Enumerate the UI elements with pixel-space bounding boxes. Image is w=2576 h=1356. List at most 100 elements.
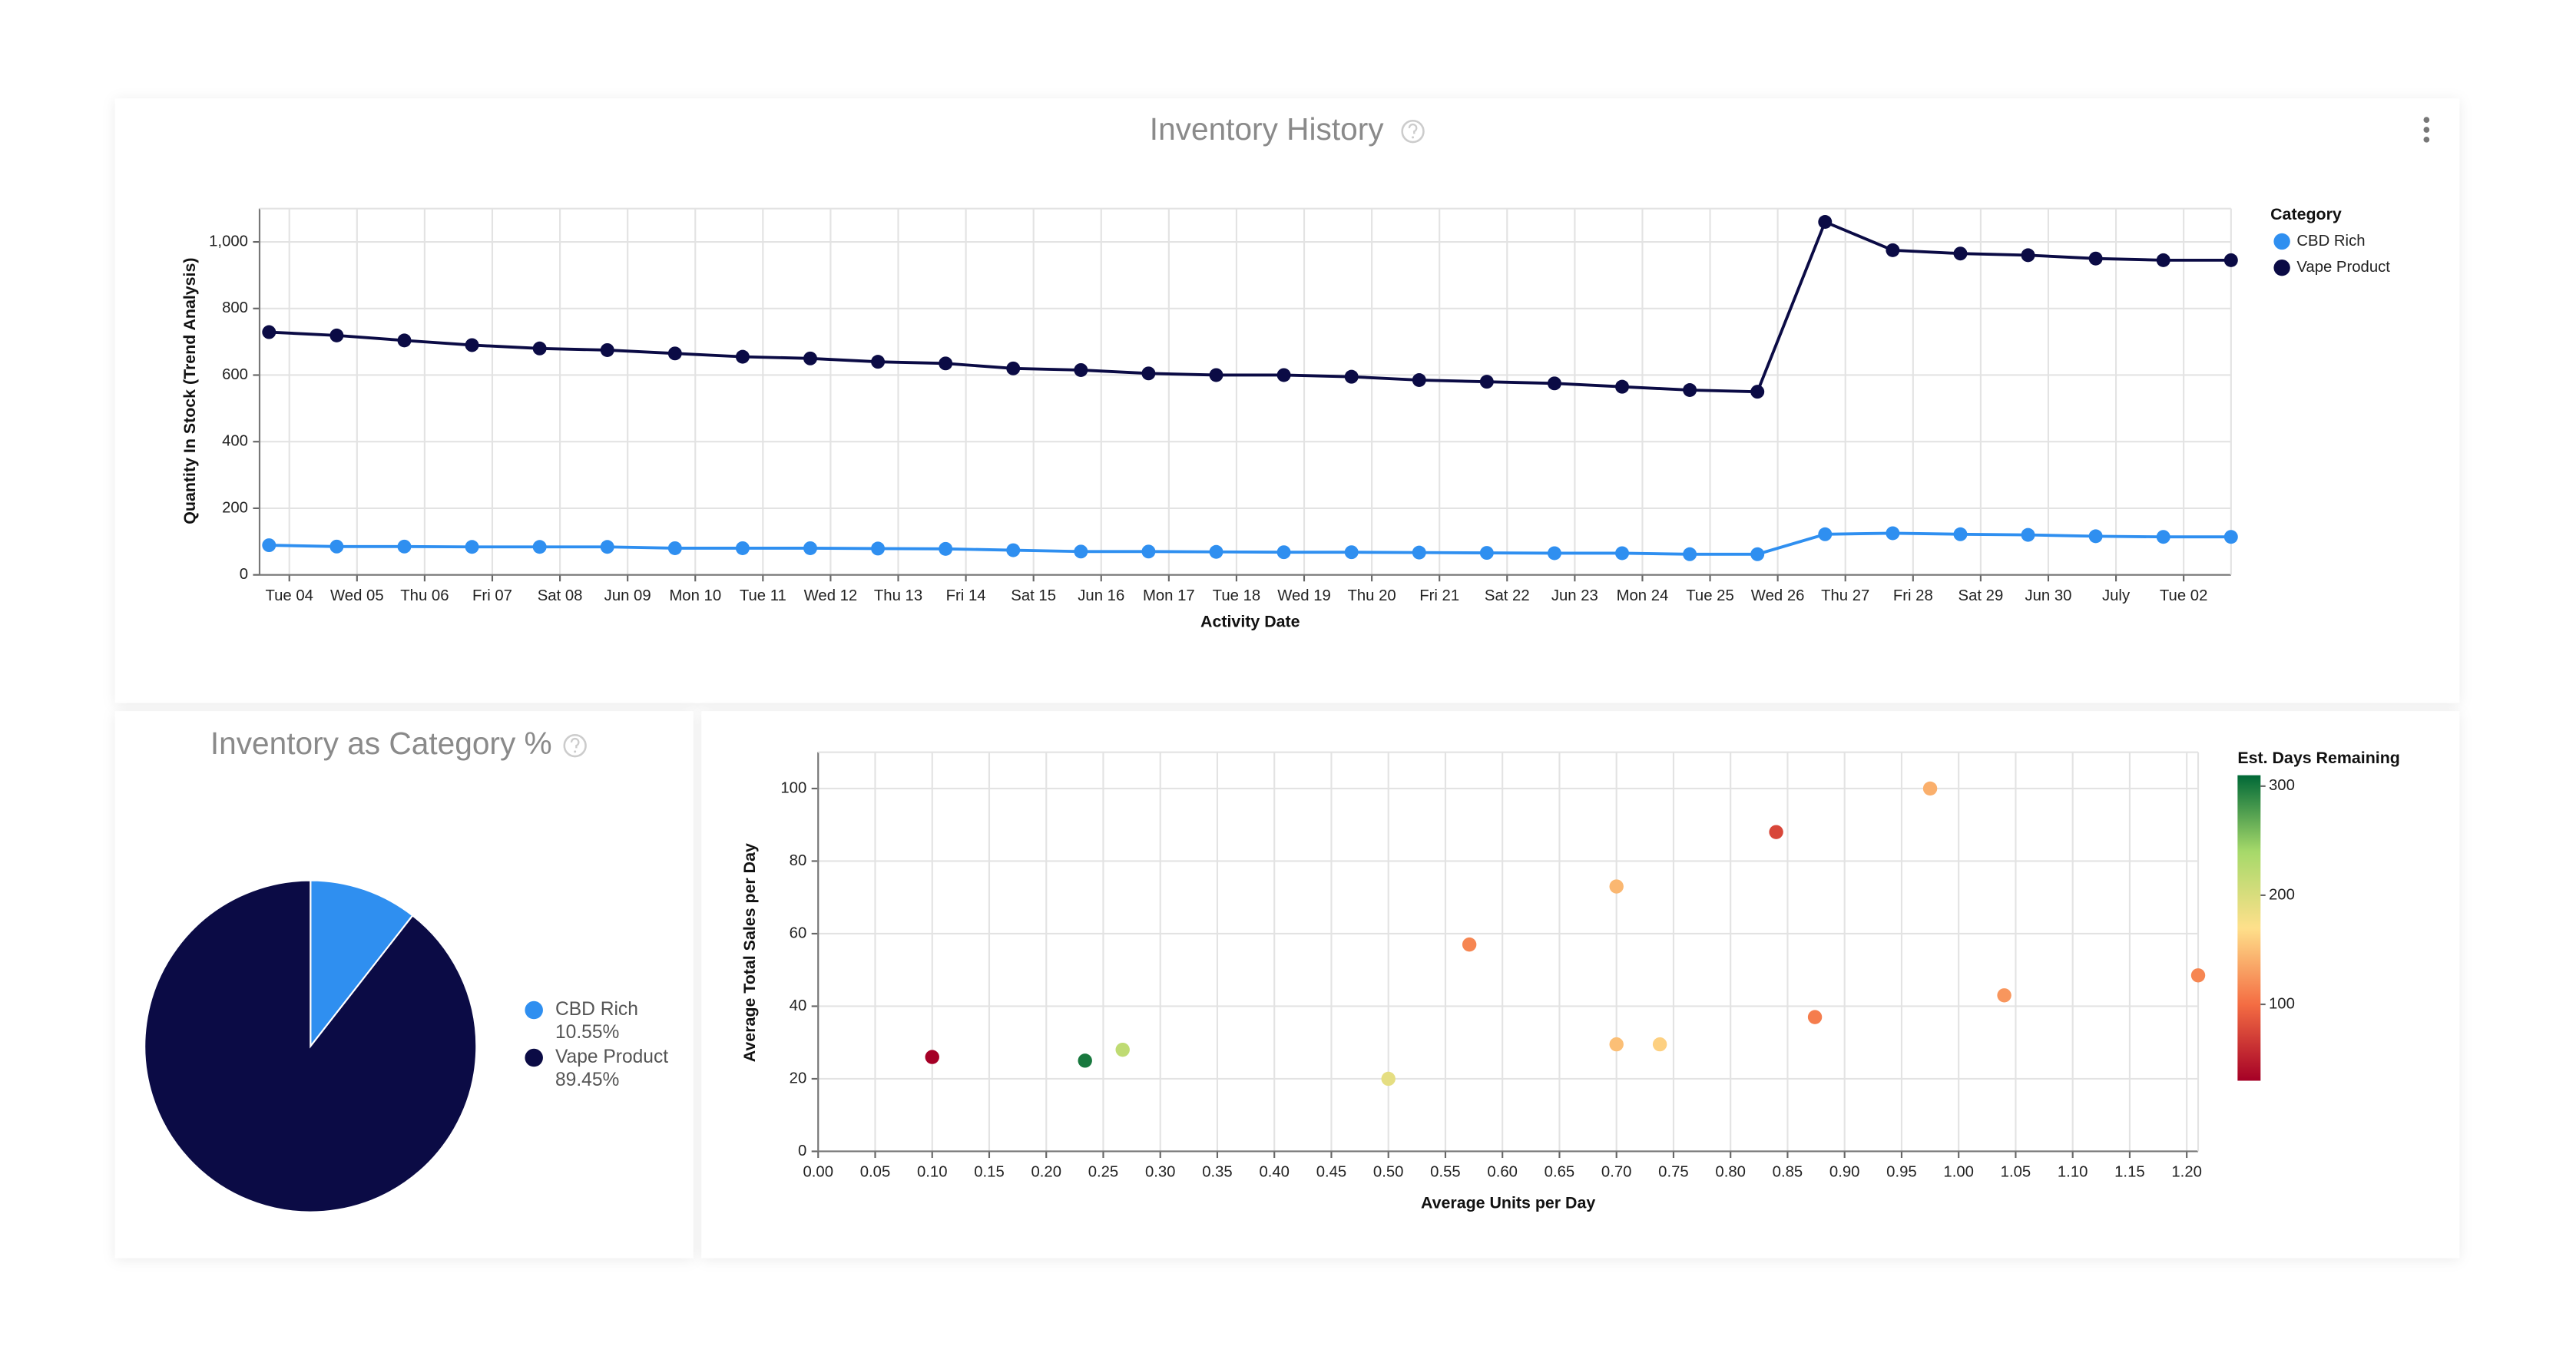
panel [114, 98, 2460, 703]
y-tick-label: 60 [790, 924, 807, 941]
data-point [1750, 547, 1765, 561]
color-legend [2237, 775, 2261, 1081]
chart-title: Inventory as Category % [210, 726, 552, 761]
data-point [1818, 527, 1833, 541]
data-point [2156, 530, 2170, 544]
data-point [2021, 528, 2035, 542]
data-point [667, 346, 682, 361]
data-point [1381, 1071, 1396, 1086]
x-tick-label: Thu 06 [400, 587, 449, 604]
data-point [2088, 529, 2103, 544]
x-axis-label: Average Units per Day [1421, 1194, 1595, 1212]
data-point [465, 338, 479, 352]
data-point [1769, 825, 1783, 839]
x-tick-label: 0.85 [1773, 1164, 1803, 1181]
legend-label: CBD Rich [555, 999, 638, 1020]
chart-title: Inventory History [1150, 111, 1384, 147]
y-tick-label: 20 [790, 1070, 807, 1086]
legend-tick-label: 300 [2269, 777, 2295, 794]
x-tick-label: 1.15 [2114, 1164, 2145, 1181]
y-tick-label: 100 [780, 779, 806, 796]
x-tick-label: 0.10 [917, 1164, 948, 1181]
data-point [1276, 545, 1291, 560]
data-point [1953, 246, 1968, 261]
x-tick-label: Mon 24 [1617, 587, 1669, 604]
x-tick-label: 0.70 [1601, 1164, 1632, 1181]
data-point [1750, 385, 1765, 399]
x-tick-label: 0.80 [1715, 1164, 1746, 1181]
data-point [1547, 546, 1561, 561]
data-point [2223, 530, 2238, 544]
data-point [2156, 253, 2170, 267]
x-tick-label: Sat 15 [1011, 587, 1056, 604]
data-point [2223, 253, 2238, 267]
data-point [1547, 376, 1561, 391]
x-tick-label: 0.95 [1886, 1164, 1917, 1181]
y-tick-label: 200 [222, 499, 248, 516]
series-line [269, 220, 2231, 394]
x-tick-label: Wed 05 [330, 587, 384, 604]
data-point [803, 541, 817, 555]
x-tick-label: Fri 14 [946, 587, 986, 604]
menu-button[interactable] [2423, 117, 2430, 143]
x-tick-label: Jun 09 [604, 587, 651, 604]
x-tick-label: Wed 12 [804, 587, 858, 604]
x-tick-label: 0.60 [1487, 1164, 1518, 1181]
x-tick-label: 0.15 [974, 1164, 1005, 1181]
x-tick-label: 1.20 [2171, 1164, 2202, 1181]
data-point [1886, 243, 1900, 257]
data-point [1141, 544, 1156, 559]
data-point [2021, 248, 2035, 263]
data-point [1074, 544, 1088, 559]
data-point [1922, 781, 1938, 796]
x-tick-label: 0.90 [1829, 1164, 1860, 1181]
data-point [1683, 383, 1697, 397]
x-tick-label: 0.75 [1658, 1164, 1689, 1181]
help-icon[interactable] [563, 733, 587, 758]
legend-swatch [525, 1000, 543, 1020]
x-tick-label: Tue 02 [2160, 587, 2208, 604]
y-tick-label: 80 [790, 852, 807, 869]
y-tick-label: 0 [240, 566, 248, 583]
data-point [1953, 527, 1968, 541]
y-tick-label: 1,000 [209, 233, 248, 250]
pie-slice [310, 879, 414, 1049]
data-point [329, 328, 344, 342]
x-tick-label: Wed 19 [1277, 587, 1331, 604]
data-point [1344, 369, 1359, 384]
x-tick-label: Jun 16 [1078, 587, 1124, 604]
data-point [532, 540, 547, 554]
data-point [465, 540, 479, 554]
data-point [1115, 1042, 1130, 1057]
data-point [1818, 215, 1833, 229]
data-point [1412, 373, 1426, 387]
help-icon[interactable] [1401, 119, 1425, 144]
x-tick-label: Tue 04 [265, 587, 313, 604]
y-tick-label: 0 [798, 1143, 806, 1159]
x-tick-label: 0.40 [1259, 1164, 1290, 1181]
x-tick-label: 0.00 [803, 1164, 833, 1181]
data-point [735, 349, 750, 364]
y-tick-label: 400 [222, 433, 248, 450]
data-point [1276, 368, 1291, 382]
y-tick-label: 800 [222, 299, 248, 316]
data-point [925, 1050, 939, 1064]
x-tick-label: Jun 30 [2025, 587, 2071, 604]
legend-title: Category [2270, 205, 2342, 223]
data-point [1615, 379, 1630, 394]
x-tick-label: Fri 28 [1893, 587, 1933, 604]
data-point [1344, 545, 1359, 560]
x-tick-label: 1.00 [1943, 1164, 1974, 1181]
y-tick-label: 40 [790, 997, 807, 1014]
y-axis-label: Quantity In Stock (Trend Analysis) [180, 257, 199, 524]
legend-tick-label: 200 [2269, 886, 2295, 903]
data-point [1609, 879, 1624, 894]
data-point [1807, 1010, 1823, 1024]
data-point [1479, 546, 1494, 561]
x-tick-label: 0.45 [1316, 1164, 1347, 1181]
x-tick-label: Thu 27 [1821, 587, 1869, 604]
x-tick-label: Mon 17 [1143, 587, 1195, 604]
x-tick-label: July [2102, 587, 2131, 604]
x-tick-label: 0.55 [1430, 1164, 1461, 1181]
